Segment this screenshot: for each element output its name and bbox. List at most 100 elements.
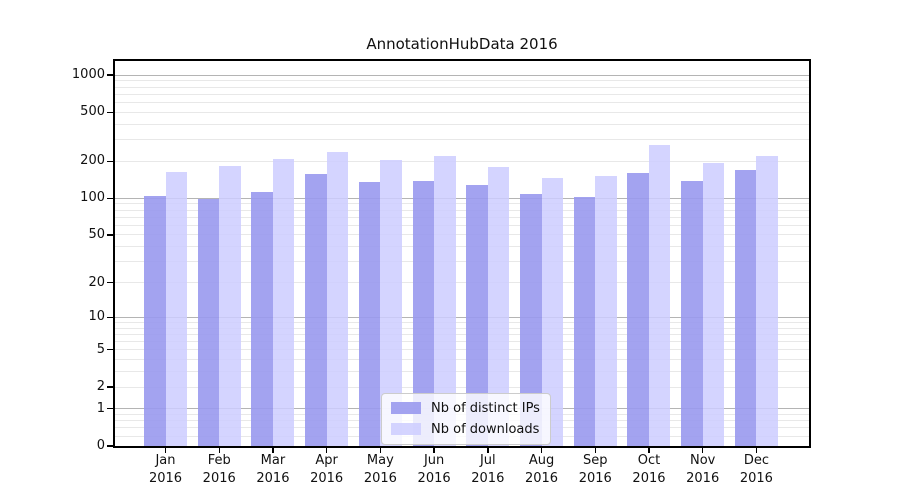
x-tick-label-aug: Aug 2016	[524, 453, 559, 486]
bar-apr-distinct-ips	[305, 174, 327, 446]
y-tick-mark	[107, 160, 113, 162]
x-tick-label-apr: Apr 2016	[310, 453, 344, 486]
gridline-minor	[115, 359, 809, 361]
bar-aug-distinct-ips	[520, 194, 542, 446]
gridline-minor	[115, 282, 809, 284]
y-tick-label: 1	[96, 400, 105, 416]
legend-label-distinct-ips: Nb of distinct IPs	[431, 400, 540, 416]
x-tick-mark	[540, 448, 543, 453]
y-tick-mark	[107, 445, 113, 447]
x-tick-mark	[272, 448, 274, 453]
x-tick-mark	[164, 448, 167, 453]
y-tick-mark	[107, 349, 113, 351]
x-tick-label-sep: Sep 2016	[578, 453, 612, 486]
y-tick-label: 500	[80, 104, 105, 120]
x-tick-mark	[487, 448, 489, 453]
gridline-minor	[115, 139, 809, 141]
gridline-minor	[115, 93, 809, 95]
y-tick-mark	[107, 74, 113, 76]
legend-label-downloads: Nb of downloads	[431, 421, 540, 437]
gridline-minor	[115, 160, 809, 162]
y-tick-label: 200	[80, 153, 105, 169]
x-tick-label-oct: Oct 2016	[632, 453, 666, 486]
x-tick-label-dec: Dec 2016	[739, 453, 773, 486]
gridline-minor	[115, 111, 809, 113]
gridline-major	[115, 197, 809, 199]
bar-may-distinct-ips	[358, 182, 381, 446]
x-tick-mark	[218, 448, 220, 453]
gridline-major	[115, 74, 809, 76]
legend-item-distinct-ips: Nb of distinct IPs	[391, 399, 540, 417]
x-tick-label-nov: Nov 2016	[686, 453, 720, 486]
y-tick-label: 20	[88, 274, 105, 290]
chart-title: AnnotationHubData 2016	[366, 35, 558, 53]
legend-swatch-downloads	[391, 423, 421, 435]
x-tick-mark	[379, 448, 382, 453]
x-tick-label-feb: Feb 2016	[202, 453, 236, 486]
x-tick-mark	[755, 448, 758, 453]
gridline-major	[115, 316, 809, 318]
y-tick-label: 0	[96, 438, 105, 453]
y-tick-mark	[107, 408, 113, 410]
bar-apr-downloads	[326, 151, 349, 446]
gridline-minor	[115, 80, 809, 82]
x-tick-label-mar: Mar 2016	[256, 453, 290, 486]
bar-may-downloads	[380, 160, 402, 446]
x-tick-mark	[433, 448, 435, 453]
gridline-minor	[115, 224, 809, 226]
bar-feb-downloads	[219, 165, 241, 446]
bar-sep-downloads	[595, 175, 617, 446]
bar-oct-downloads	[648, 145, 671, 446]
y-tick-label: 100	[80, 190, 105, 206]
gridline-minor	[115, 203, 809, 205]
bar-dec-downloads	[756, 155, 778, 446]
gridline-minor	[115, 327, 809, 329]
bar-jul-distinct-ips	[466, 185, 488, 446]
gridline-minor	[115, 321, 809, 323]
gridline-minor	[115, 371, 809, 373]
bar-aug-downloads	[541, 178, 564, 446]
plot-area	[113, 59, 811, 448]
gridline-minor	[115, 86, 809, 88]
bar-jul-downloads	[487, 167, 510, 446]
x-tick-label-jun: Jun 2016	[417, 453, 451, 486]
bar-nov-downloads	[702, 162, 725, 446]
x-tick-mark	[702, 448, 704, 453]
gridline-minor	[115, 209, 809, 211]
bar-feb-distinct-ips	[197, 198, 220, 446]
x-tick-label-may: May 2016	[363, 453, 397, 486]
y-tick-mark	[107, 281, 113, 284]
y-tick-mark	[107, 386, 113, 388]
legend-swatch-distinct-ips	[391, 402, 421, 414]
gridline-minor	[115, 341, 809, 343]
x-tick-label-jan: Jan 2016	[148, 453, 183, 486]
gridline-minor	[115, 386, 809, 388]
y-tick-label: 10	[88, 309, 105, 325]
y-tick-mark	[107, 111, 113, 113]
gridline-minor	[115, 261, 809, 263]
bar-oct-distinct-ips	[627, 173, 649, 446]
y-tick-label: 1000	[71, 67, 105, 83]
y-tick-mark	[107, 316, 113, 318]
x-tick-mark	[594, 448, 596, 453]
legend-item-downloads: Nb of downloads	[391, 420, 540, 438]
bar-sep-distinct-ips	[573, 197, 596, 446]
gridline-minor	[115, 333, 809, 335]
legend: Nb of distinct IPs Nb of downloads	[381, 393, 551, 445]
y-tick-mark	[107, 234, 113, 236]
x-tick-label-jul: Jul 2016	[471, 453, 505, 486]
bar-jan-downloads	[165, 171, 187, 446]
bar-mar-distinct-ips	[251, 192, 273, 446]
y-tick-label: 2	[96, 379, 105, 395]
y-tick-label: 5	[96, 341, 105, 357]
gridline-minor	[115, 234, 809, 236]
bar-mar-downloads	[272, 158, 295, 446]
bar-dec-distinct-ips	[734, 169, 757, 446]
x-tick-mark	[325, 448, 328, 453]
gridline-minor	[115, 101, 809, 103]
gridline-minor	[115, 123, 809, 125]
bar-jun-downloads	[434, 155, 456, 446]
bar-jun-distinct-ips	[412, 181, 435, 446]
y-tick-mark	[107, 197, 113, 199]
